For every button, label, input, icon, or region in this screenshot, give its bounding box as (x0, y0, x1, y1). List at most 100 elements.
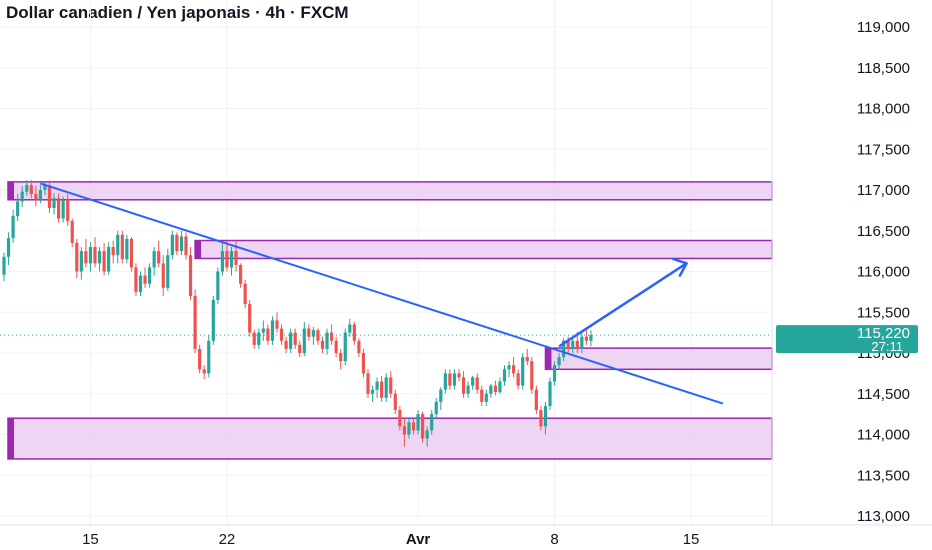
trendline-group[interactable] (40, 182, 724, 405)
candle-body (79, 251, 83, 272)
candle-body (384, 377, 388, 398)
supply-demand-zones[interactable] (7, 181, 773, 460)
candle-body (161, 263, 165, 288)
candle-body (484, 393, 488, 402)
candle-body (234, 251, 238, 265)
candle-body (334, 340, 338, 353)
candle-body (452, 373, 457, 386)
candle-body (16, 201, 20, 217)
zone-handle-4[interactable] (8, 418, 14, 459)
zone-rect-3[interactable] (544, 347, 773, 371)
candle-body (393, 393, 397, 411)
projection-arrow-head[interactable] (671, 257, 688, 265)
price-tick-label: 115,500 (857, 304, 910, 321)
candle-body (352, 324, 356, 341)
candle-body (275, 320, 279, 329)
candle-body (407, 422, 411, 435)
candle-body (348, 324, 352, 333)
chart-title: Dollar canadien / Yen japonais · 4h · FX… (6, 3, 349, 22)
candle-body (266, 328, 270, 341)
candle-body (411, 422, 416, 431)
price-axis[interactable]: 113,000113,500114,000114,500115,000115,5… (771, 0, 910, 525)
candle-body (52, 198, 56, 208)
candle-body (298, 344, 302, 353)
price-tick-label: 116,000 (857, 264, 910, 281)
candle-body (502, 369, 507, 382)
zone-handle-1[interactable] (8, 181, 14, 200)
time-axis[interactable]: 15 22 Avr 8 15 (0, 524, 932, 548)
price-badge-bg (776, 325, 918, 354)
candle-body (366, 373, 370, 394)
candle-body (443, 373, 447, 390)
candle-body (25, 185, 29, 192)
candle-body (107, 247, 111, 272)
candle-body (129, 238, 133, 268)
candle-body (430, 414, 434, 431)
candle-body (279, 328, 284, 341)
candle-body (6, 238, 11, 257)
candle-body (252, 332, 256, 345)
candle-body (416, 414, 420, 431)
candle-body (584, 336, 588, 341)
candle-body (380, 381, 384, 398)
trendline[interactable] (40, 182, 724, 405)
candle-body (343, 332, 347, 362)
candle-body (248, 304, 252, 333)
projection-arrow-head[interactable] (678, 262, 688, 277)
candle-body (143, 275, 147, 284)
candle-body (471, 377, 475, 386)
zone-rect-4[interactable] (7, 417, 773, 460)
candle-body (289, 332, 293, 349)
candle-body (261, 328, 265, 333)
candle-body (188, 255, 193, 296)
candle-body (116, 234, 120, 256)
candle-body (179, 236, 184, 252)
candle-body (148, 267, 152, 284)
price-tick-label: 118,000 (857, 101, 910, 118)
candle-body (57, 198, 61, 219)
candle-body (61, 199, 65, 219)
candle-body (47, 185, 52, 208)
price-tick-label: 117,500 (857, 141, 910, 158)
candle-body (70, 220, 74, 243)
candle-body (539, 410, 543, 427)
candle-body (175, 234, 179, 252)
zone-handle-2[interactable] (195, 240, 202, 259)
candle-body (311, 330, 315, 337)
candle-body (138, 275, 143, 292)
candle-body (134, 267, 138, 292)
candle-body (157, 251, 161, 264)
candle-body (211, 300, 215, 341)
price-tick-label: 114,000 (857, 427, 910, 444)
candle-body (270, 320, 275, 341)
zone-handle-3[interactable] (545, 348, 552, 370)
candle-body (575, 340, 579, 349)
zone-rect-2[interactable] (194, 239, 773, 260)
candle-body (293, 332, 297, 345)
candle-body (361, 353, 366, 374)
candle-body (257, 332, 261, 345)
candle-body (425, 430, 429, 439)
candle-body (448, 373, 452, 386)
candle-body (75, 242, 79, 272)
candle-body (516, 373, 520, 386)
candle-body (512, 365, 516, 374)
candle-body (357, 340, 361, 353)
candle-body (43, 185, 47, 190)
candle-body (557, 357, 561, 366)
price-tick-label: 119,000 (857, 19, 910, 36)
candle-body (207, 340, 211, 374)
candle-body (461, 377, 466, 394)
price-tick-label: 113,500 (857, 467, 910, 484)
candle-body (284, 340, 288, 349)
candle-body (552, 365, 557, 382)
candle-body (66, 199, 70, 221)
projection-arrow-shaft[interactable] (558, 262, 688, 348)
price-badge-countdown: 27:11 (871, 339, 903, 354)
candle-body (170, 234, 174, 256)
candle-body (571, 340, 575, 349)
zone-rect-1[interactable] (7, 181, 773, 201)
candle-body (521, 357, 525, 386)
